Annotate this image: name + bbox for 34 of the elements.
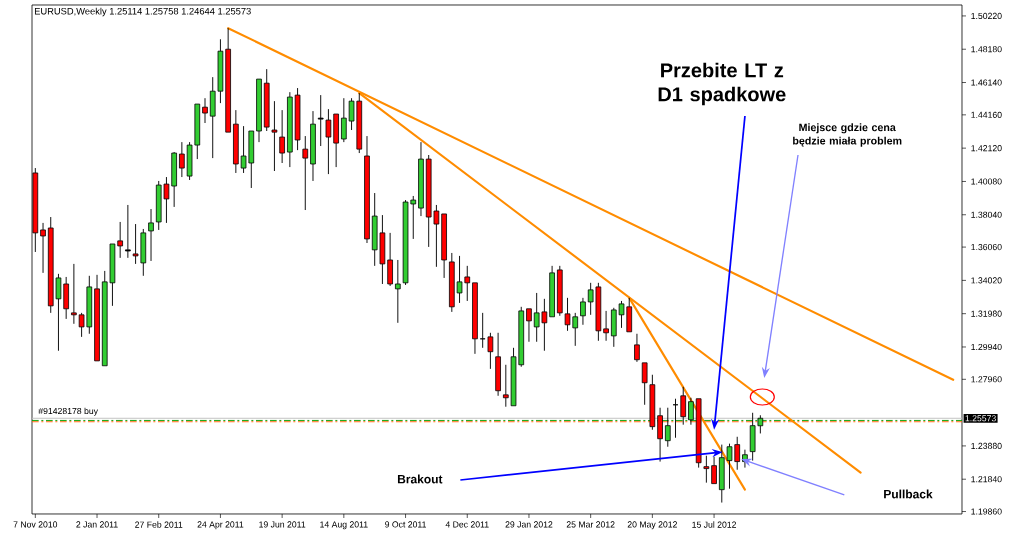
y-tick-label: 1.50220 xyxy=(971,12,1002,19)
y-tick-label: 1.48180 xyxy=(971,46,1002,53)
y-tick-label: 1.31980 xyxy=(971,310,1002,317)
x-tick-label: 27 Feb 2011 xyxy=(135,521,183,528)
y-tick-label: 1.19860 xyxy=(971,508,1002,515)
annotation: Przebite LT z D1 spadkowe xyxy=(658,62,786,106)
y-tick-label: 1.27960 xyxy=(971,376,1002,383)
y-tick-label: 1.34020 xyxy=(971,277,1002,284)
y-tick-label: 1.46140 xyxy=(971,79,1002,86)
ref-line-label: #91428178 buy xyxy=(38,407,98,416)
chart-title: EURUSD,Weekly 1.25114 1.25758 1.24644 1.25573 xyxy=(34,7,251,17)
y-tick-label: 1.44160 xyxy=(971,111,1002,118)
annotation: Miejsce gdzie cena będzie miała problem xyxy=(793,123,902,147)
x-tick-label: 15 Jul 2012 xyxy=(692,521,737,528)
annotation: Brakout xyxy=(397,474,443,484)
annotation: Pullback xyxy=(884,489,933,499)
x-tick-label: 9 Oct 2011 xyxy=(385,521,426,528)
x-tick-label: 14 Aug 2011 xyxy=(320,521,368,530)
y-tick-label: 1.21840 xyxy=(971,476,1002,483)
y-tick-label: 1.36060 xyxy=(971,244,1002,251)
x-tick-label: 25 Mar 2012 xyxy=(566,521,615,528)
x-tick-label: 29 Jan 2012 xyxy=(505,521,553,528)
x-tick-label: 19 Jun 2011 xyxy=(259,521,306,528)
y-tick-label: 1.38040 xyxy=(971,211,1002,218)
ref-line-label: 1.25573 xyxy=(965,415,996,422)
x-tick-label: 4 Dec 2011 xyxy=(445,521,489,528)
y-tick-label: 1.40080 xyxy=(971,178,1002,185)
x-tick-label: 7 Nov 2010 xyxy=(13,521,58,528)
y-tick-label: 1.23880 xyxy=(971,442,1002,449)
x-tick-label: 2 Jan 2011 xyxy=(76,521,118,528)
y-tick-label: 1.29940 xyxy=(971,343,1002,351)
y-tick-label: 1.42120 xyxy=(971,145,1002,152)
x-tick-label: 20 May 2012 xyxy=(627,521,677,530)
x-tick-label: 24 Apr 2011 xyxy=(197,521,244,530)
